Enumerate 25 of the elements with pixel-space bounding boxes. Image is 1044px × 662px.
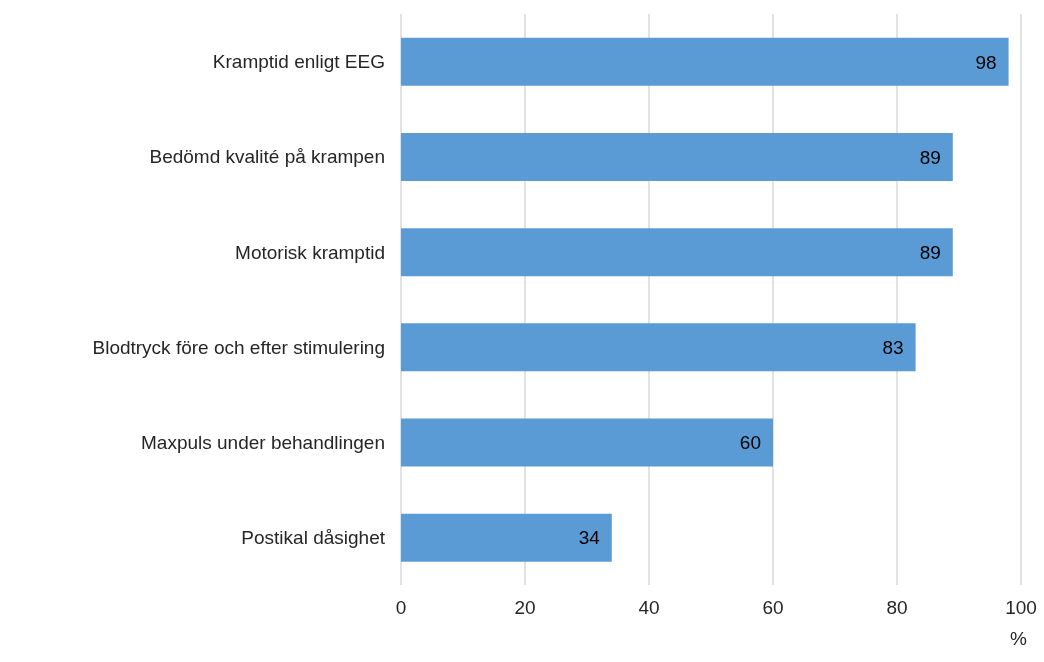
bar xyxy=(401,37,1009,86)
y-tick-label: Motorisk kramptid xyxy=(235,241,385,263)
data-label: 89 xyxy=(919,241,941,263)
bar xyxy=(401,513,612,562)
y-tick-label: Kramptid enligt EEG xyxy=(212,51,385,73)
x-tick-label: 20 xyxy=(514,597,536,619)
y-tick-label: Maxpuls under behandlingen xyxy=(140,431,385,453)
x-tick-label: 40 xyxy=(638,597,660,619)
x-tick-label: 100 xyxy=(1005,597,1037,619)
data-label: 34 xyxy=(578,527,601,549)
bar xyxy=(401,418,773,467)
data-label: 98 xyxy=(975,51,997,73)
x-axis-title: % xyxy=(1010,628,1028,649)
x-tick-label: 60 xyxy=(762,597,784,619)
x-tick-label: 80 xyxy=(886,597,908,619)
bar xyxy=(401,228,953,277)
x-tick-label: 0 xyxy=(395,597,407,619)
y-tick-label: Postikal dåsighet xyxy=(241,527,386,549)
data-label: 83 xyxy=(882,337,904,359)
bar xyxy=(401,323,916,372)
bar xyxy=(401,132,953,181)
y-tick-label: Bedömd kvalité på krampen xyxy=(149,146,385,168)
data-label: 89 xyxy=(919,146,941,168)
data-label: 60 xyxy=(739,432,761,454)
y-tick-label: Blodtryck före och efter stimulering xyxy=(92,336,385,358)
